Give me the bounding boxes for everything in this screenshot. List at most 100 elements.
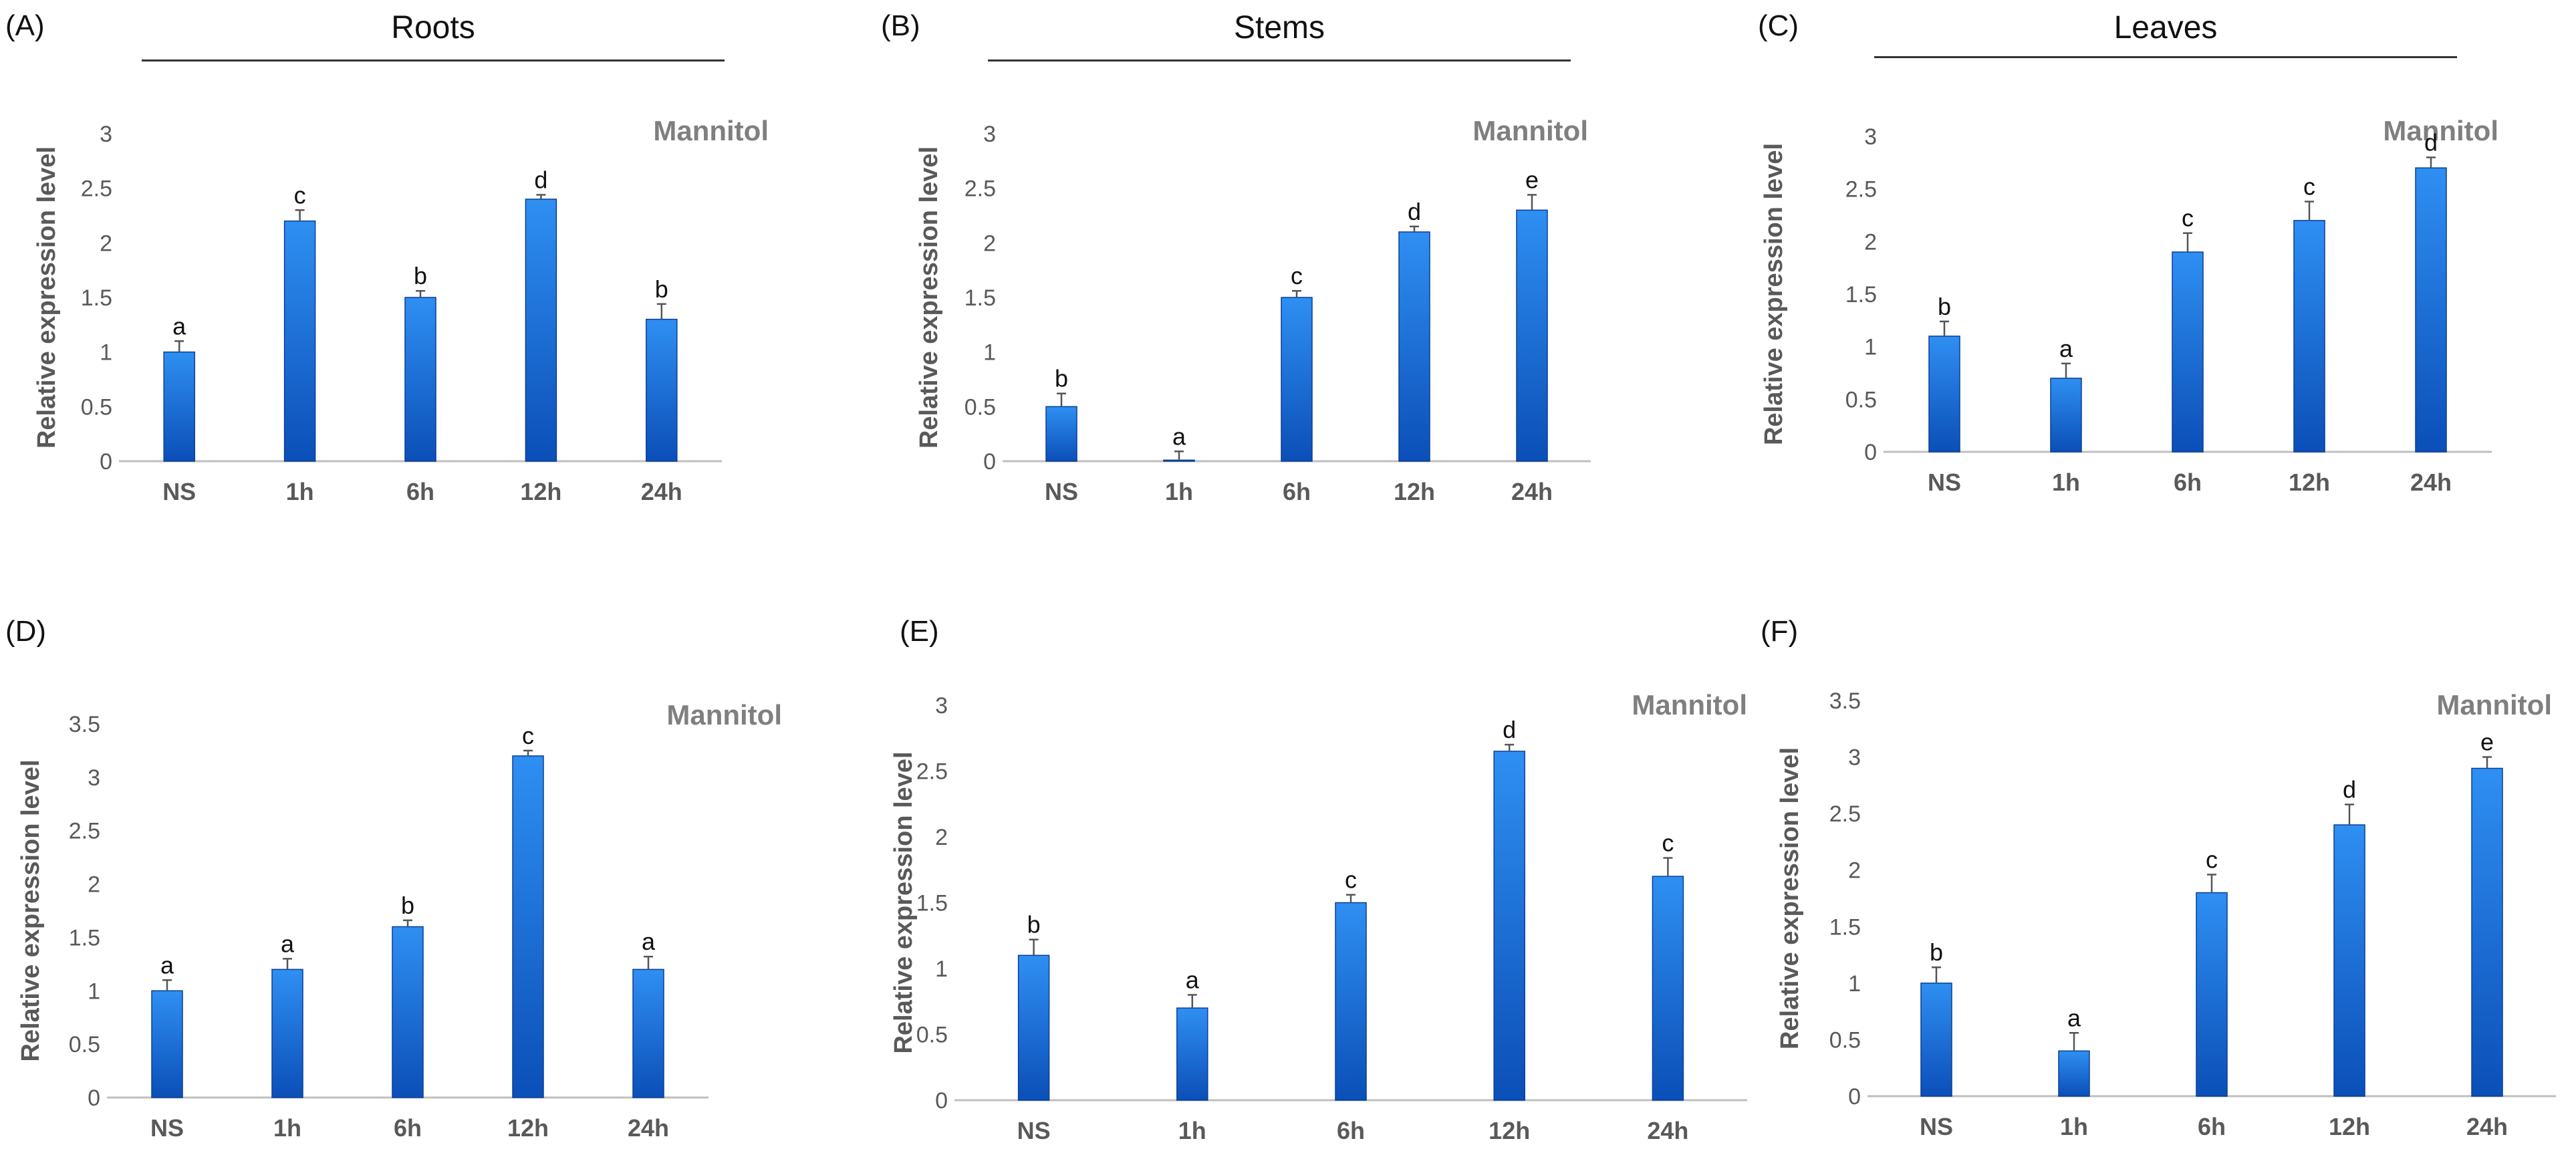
y-tick-label: 2 xyxy=(983,231,996,256)
y-tick-label: 1 xyxy=(1864,335,1877,360)
significance-letter: a xyxy=(160,951,174,979)
x-tick-label: 24h xyxy=(1511,478,1553,505)
significance-letter: a xyxy=(2067,1004,2081,1031)
y-tick-label: 0.5 xyxy=(81,394,112,420)
x-tick-label: 12h xyxy=(2289,469,2330,496)
significance-letter: d xyxy=(534,166,547,193)
y-tick-label: 1.5 xyxy=(69,925,100,950)
y-axis-title: Relative expression level xyxy=(1760,143,1788,445)
x-tick-label: NS xyxy=(150,1114,184,1142)
y-tick-label: 3 xyxy=(935,693,948,719)
x-tick-label: 24h xyxy=(1647,1117,1688,1144)
y-tick-label: 0.5 xyxy=(964,394,996,420)
y-tick-label: 3 xyxy=(1864,124,1877,150)
x-tick-label: NS xyxy=(1017,1117,1051,1144)
y-tick-label: 0 xyxy=(983,449,996,475)
y-tick-label: 0.5 xyxy=(916,1023,948,1048)
significance-letter: a xyxy=(172,312,186,340)
bar-12h xyxy=(2333,824,2365,1097)
x-tick-label: NS xyxy=(1045,478,1078,505)
bar-ns xyxy=(1928,336,1960,453)
bar-12h xyxy=(1493,751,1525,1101)
y-tick-label: 2.5 xyxy=(916,759,948,785)
y-tick-label: 2 xyxy=(100,231,112,256)
bar-6h xyxy=(404,297,436,462)
y-tick-label: 1.5 xyxy=(916,891,948,916)
y-tick-label: 2.5 xyxy=(1845,177,1877,203)
y-axis-title: Relative expression level xyxy=(915,146,943,448)
significance-letter: b xyxy=(401,892,414,919)
y-tick-label: 0.5 xyxy=(69,1032,100,1057)
y-tick-label: 1 xyxy=(100,340,112,366)
bar-6h xyxy=(2196,892,2228,1097)
bar-12h xyxy=(2293,220,2325,453)
x-tick-label: 1h xyxy=(1165,478,1193,505)
y-tick-label: 1 xyxy=(983,340,996,366)
y-tick-label: 0 xyxy=(1848,1084,1861,1110)
y-tick-label: 0.5 xyxy=(1845,387,1877,412)
y-tick-label: 1 xyxy=(1848,971,1861,997)
x-tick-label: 12h xyxy=(1489,1117,1530,1144)
y-tick-label: 2 xyxy=(1864,229,1877,255)
significance-letter: b xyxy=(1930,938,1943,966)
y-tick-label: 0 xyxy=(1864,440,1877,465)
y-tick-label: 3 xyxy=(983,122,996,147)
significance-letter: b xyxy=(655,275,668,303)
bar-1h xyxy=(1176,1007,1208,1101)
significance-letter: d xyxy=(2343,776,2356,803)
bar-24h xyxy=(646,318,678,462)
significance-letter: c xyxy=(1291,262,1303,289)
x-tick-label: 1h xyxy=(2052,469,2080,496)
significance-letter: d xyxy=(2424,128,2438,156)
y-tick-label: 0.5 xyxy=(1829,1027,1861,1053)
x-tick-label: 12h xyxy=(1394,478,1435,505)
significance-letter: b xyxy=(1938,293,1951,320)
bar-1h xyxy=(271,969,303,1098)
bar-ns xyxy=(163,351,195,462)
x-tick-label: 6h xyxy=(2198,1113,2226,1140)
significance-letter: b xyxy=(1055,365,1068,392)
bar-1h xyxy=(2050,378,2082,453)
bar-1h xyxy=(283,220,316,462)
significance-letter: b xyxy=(414,262,427,289)
x-tick-label: 6h xyxy=(394,1114,422,1142)
x-tick-label: 6h xyxy=(1283,478,1311,505)
bar-ns xyxy=(151,990,183,1098)
significance-letter: b xyxy=(1027,911,1041,938)
y-tick-label: 3 xyxy=(1848,745,1861,771)
y-tick-label: 2.5 xyxy=(69,819,100,844)
significance-letter: d xyxy=(1408,198,1421,225)
bar-24h xyxy=(1652,876,1684,1101)
y-tick-label: 1.5 xyxy=(964,285,996,311)
x-tick-label: 6h xyxy=(2174,469,2202,496)
x-tick-label: 6h xyxy=(1337,1117,1365,1144)
significance-letter: c xyxy=(294,181,306,209)
panel-label-f: (F) xyxy=(1761,615,1799,648)
x-tick-label: 6h xyxy=(406,478,434,505)
significance-letter: a xyxy=(281,930,295,957)
y-tick-label: 3.5 xyxy=(1829,688,1861,714)
panel-label-d: (D) xyxy=(5,615,47,648)
y-tick-label: 0 xyxy=(100,449,112,475)
bar-ns xyxy=(1045,406,1077,462)
x-tick-label: 24h xyxy=(628,1114,669,1142)
x-tick-label: NS xyxy=(1928,469,1961,496)
bar-6h xyxy=(392,926,424,1098)
bar-ns xyxy=(1920,983,1952,1097)
significance-letter: c xyxy=(1662,829,1674,857)
x-tick-label: 24h xyxy=(2466,1113,2508,1140)
x-tick-label: 1h xyxy=(1178,1117,1206,1144)
x-tick-label: 1h xyxy=(273,1114,301,1142)
column-rule-stems xyxy=(988,59,1571,61)
x-tick-label: 12h xyxy=(520,478,561,505)
significance-letter: a xyxy=(642,928,656,955)
significance-letter: c xyxy=(1345,866,1357,894)
y-tick-label: 2 xyxy=(1848,858,1861,884)
significance-letter: c xyxy=(2206,846,2218,873)
y-tick-label: 2.5 xyxy=(964,176,996,202)
